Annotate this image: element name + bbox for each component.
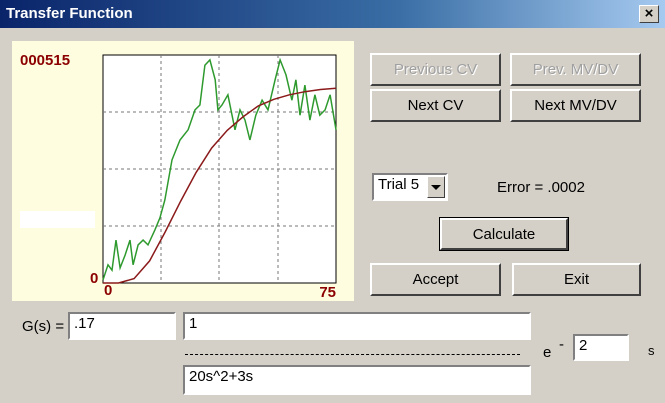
next-mvdv-button[interactable]: Next MV/DV [510, 89, 641, 122]
plot-line [103, 87, 337, 284]
plot-line [102, 57, 337, 281]
dropdown-arrow[interactable] [427, 176, 445, 198]
delay-unit: s [648, 343, 655, 358]
trial-select[interactable]: Trial 5 [372, 173, 448, 201]
previous-cv-button[interactable]: Previous CV [370, 53, 501, 86]
title-bar: Transfer Function × [0, 0, 665, 28]
gain-input[interactable]: .17 [68, 312, 176, 340]
blank-area [20, 211, 95, 228]
arrow-icon [431, 185, 441, 190]
grid [103, 55, 336, 283]
x-max-label: 75 [319, 284, 336, 301]
x-min-label: 0 [104, 282, 112, 299]
plot: 000515 0 0 75 [12, 41, 354, 301]
exit-button[interactable]: Exit [512, 263, 641, 296]
next-cv-button[interactable]: Next CV [370, 89, 501, 122]
exp-sign: - [559, 336, 564, 353]
y-max-label: 000515 [20, 52, 70, 69]
fraction-line [185, 354, 520, 355]
trial-value: Trial 5 [378, 176, 420, 193]
exp-base: e [543, 344, 552, 361]
gain-label: G(s) = [22, 318, 65, 335]
close-button[interactable]: × [639, 5, 659, 23]
delay-input[interactable]: 2 [573, 334, 629, 361]
prev-mvdv-button[interactable]: Prev. MV/DV [510, 53, 641, 86]
accept-button[interactable]: Accept [370, 263, 501, 296]
calculate-button[interactable]: Calculate [439, 217, 569, 251]
numerator-input[interactable]: 1 [183, 312, 531, 340]
error-label: Error = .0002 [497, 179, 585, 196]
window-title: Transfer Function [6, 5, 133, 22]
y-min-label: 0 [90, 270, 98, 287]
denominator-input[interactable]: 20s^2+3s [183, 365, 531, 395]
